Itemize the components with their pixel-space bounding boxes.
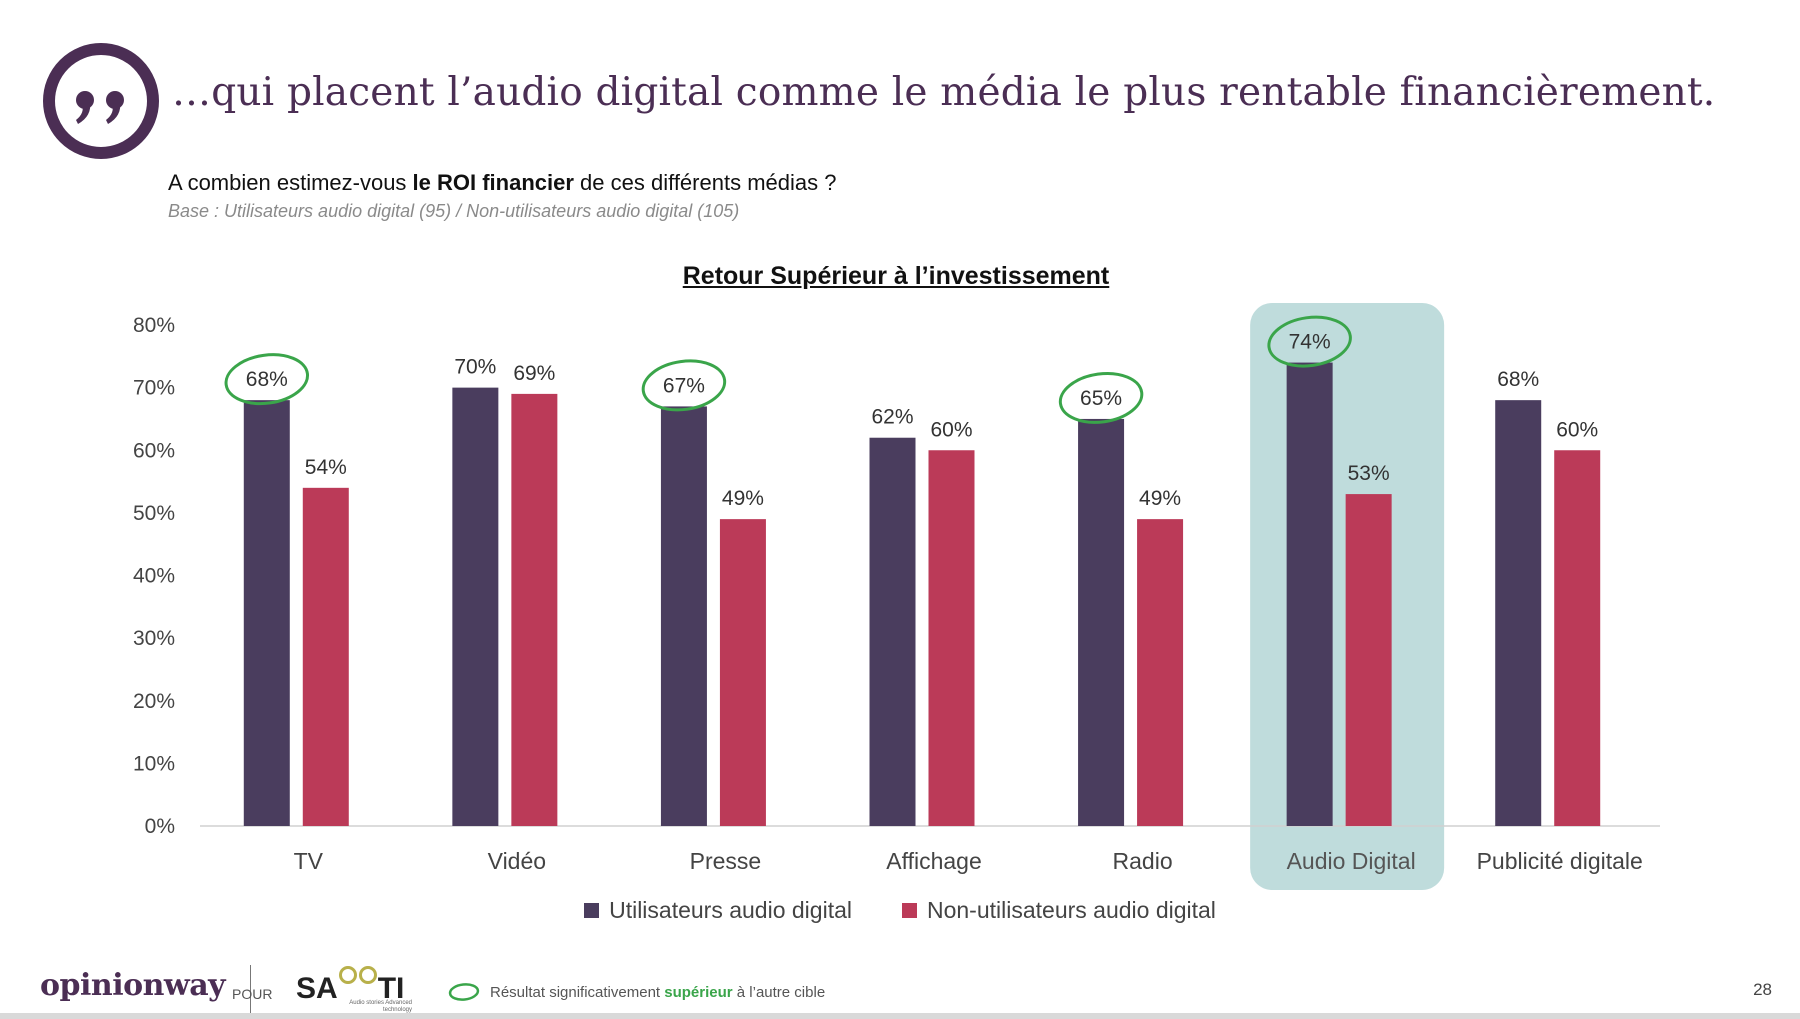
data-label: 68% (246, 368, 288, 391)
bar (1286, 362, 1333, 826)
y-tick-label: 20% (133, 690, 175, 713)
bar (869, 437, 916, 826)
significance-note-text: Résultat significativement supérieur à l… (490, 984, 825, 1001)
note-text-start: Résultat significativement (490, 983, 665, 1001)
quote-icon (43, 43, 159, 159)
legend-item-non-users: Non-utilisateurs audio digital (901, 897, 1216, 924)
data-label: 54% (305, 456, 347, 479)
page-title: …qui placent l’audio digital comme le mé… (172, 70, 1716, 115)
legend-swatch-non-users (901, 903, 917, 918)
significance-note: Résultat significativement supérieur à l… (448, 982, 825, 1002)
x-tick-label: Affichage (886, 848, 981, 874)
saooti-ring-icon (358, 966, 377, 984)
note-text-bold: supérieur (664, 983, 733, 1001)
data-label: 69% (513, 362, 555, 385)
data-label: 65% (1080, 387, 1122, 410)
legend-label-users: Utilisateurs audio digital (609, 897, 852, 923)
bar (1345, 494, 1392, 826)
x-tick-label: Radio (1113, 848, 1173, 874)
footer-divider (250, 965, 251, 1013)
significance-ring (1058, 371, 1144, 424)
bar (719, 519, 766, 826)
y-tick-label: 40% (133, 565, 175, 588)
question-text-end: de ces différents médias ? (573, 170, 837, 195)
saooti-logo-start: SA (296, 972, 338, 1005)
saooti-tagline: Audio stories Advanced technology (349, 1000, 412, 1013)
chart-title-wrap: Retour Supérieur à l’investissement (0, 262, 1800, 291)
legend-swatch-users (584, 903, 600, 918)
data-label: 49% (722, 487, 764, 510)
base-note: Base : Utilisateurs audio digital (95) /… (168, 201, 740, 221)
bar (511, 393, 558, 826)
data-label: 49% (1139, 487, 1181, 510)
x-tick-label: Presse (690, 848, 762, 874)
significance-ring-icon (448, 983, 480, 1001)
question-text-bold: le ROI financier (412, 170, 574, 195)
x-tick-label: TV (294, 848, 324, 874)
bar (1137, 519, 1184, 826)
bar (928, 450, 975, 826)
bar (302, 487, 349, 826)
data-label: 70% (454, 356, 496, 379)
survey-question: A combien estimez-vous le ROI financier … (168, 170, 836, 196)
chart-title: Retour Supérieur à l’investissement (682, 262, 1110, 290)
data-label: 67% (663, 374, 705, 397)
data-label: 60% (930, 418, 972, 441)
y-tick-label: 0% (145, 815, 175, 838)
footer-pour: POUR (232, 986, 273, 1002)
bar (660, 406, 707, 826)
bottom-band (0, 1013, 1800, 1019)
y-tick-label: 10% (133, 752, 175, 775)
x-tick-label: Publicité digitale (1477, 848, 1643, 874)
page-number: 28 (1753, 980, 1772, 999)
question-text-start: A combien estimez-vous (168, 170, 413, 195)
bar (1554, 450, 1601, 826)
x-tick-label: Audio Digital (1287, 848, 1416, 874)
saooti-ring-icon (338, 966, 357, 984)
significance-ring (1267, 315, 1352, 368)
data-label: 74% (1289, 331, 1331, 354)
bar (452, 387, 499, 826)
data-label: 60% (1556, 418, 1598, 441)
y-tick-label: 30% (133, 627, 175, 650)
data-label: 62% (871, 406, 913, 429)
data-label: 68% (1497, 368, 1539, 391)
significance-ring (641, 359, 727, 412)
bar (243, 400, 290, 826)
note-text-end: à l’autre cible (732, 983, 826, 1001)
y-tick-label: 70% (133, 377, 175, 400)
chart-legend: Utilisateurs audio digital Non-utilisate… (0, 897, 1800, 924)
significance-ring (224, 353, 310, 406)
x-tick-label: Vidéo (488, 848, 546, 874)
legend-item-users: Utilisateurs audio digital (584, 897, 852, 924)
legend-label-non-users: Non-utilisateurs audio digital (926, 897, 1216, 923)
y-tick-label: 80% (133, 314, 175, 337)
bar (1078, 418, 1125, 826)
y-tick-label: 50% (133, 502, 175, 525)
data-label: 53% (1348, 462, 1390, 485)
opinionway-logo: opinionway (40, 968, 226, 1003)
saooti-logo-end: TI (377, 972, 405, 1005)
y-tick-label: 60% (133, 439, 175, 462)
bar (1495, 400, 1542, 826)
saooti-logo: SA TI (296, 966, 404, 1006)
